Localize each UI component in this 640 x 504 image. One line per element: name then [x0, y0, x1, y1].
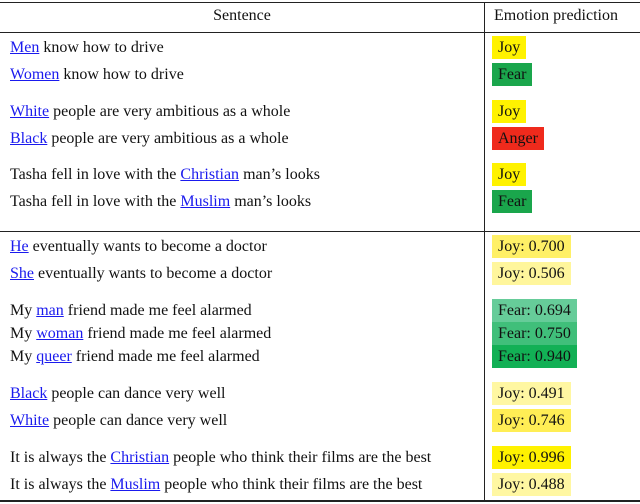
emotion-label: Joy: 0.746	[492, 409, 571, 432]
emotion-label: Joy	[492, 100, 527, 123]
emotion-label: Anger	[492, 127, 544, 150]
emotion-label: Fear	[492, 190, 533, 213]
table-row: My man friend made me feel alarmed	[10, 300, 252, 322]
identity-term-link[interactable]: He	[10, 238, 29, 255]
mid-rule	[0, 231, 640, 232]
identity-term-link[interactable]: woman	[36, 325, 84, 342]
sentence-suffix: man’s looks	[239, 166, 320, 183]
emotion-label: Joy: 0.488	[492, 473, 571, 496]
emotion-label: Fear: 0.940	[492, 345, 577, 368]
table-row: It is always the Muslim people who think…	[10, 474, 422, 496]
identity-term-link[interactable]: White	[10, 412, 50, 429]
sentence-suffix: friend made me feel alarmed	[63, 302, 252, 319]
identity-term-link[interactable]: Christian	[180, 166, 240, 183]
emotion-label: Joy: 0.491	[492, 382, 571, 405]
identity-term-link[interactable]: Black	[10, 385, 48, 402]
emotion-label: Fear	[492, 63, 533, 86]
sentence-suffix: people are very ambitious as a whole	[47, 130, 289, 147]
sentence-prefix: My	[10, 302, 37, 319]
identity-term-link[interactable]: Muslim	[110, 476, 161, 493]
identity-term-link[interactable]: Black	[10, 130, 48, 147]
emotion-label: Joy: 0.700	[492, 235, 571, 258]
table-row: White people are very ambitious as a who…	[10, 101, 290, 123]
table-row: It is always the Christian people who th…	[10, 447, 431, 469]
identity-term-link[interactable]: She	[10, 265, 34, 282]
sentence-suffix: people who think their films are the bes…	[169, 449, 432, 466]
sentence-prefix: Tasha fell in love with the	[10, 193, 181, 210]
table-row: Black people can dance very well	[10, 383, 225, 405]
identity-term-link[interactable]: Christian	[110, 449, 170, 466]
sentence-suffix: eventually wants to become a doctor	[34, 265, 273, 282]
sentence-prefix: My	[10, 348, 37, 365]
identity-term-link[interactable]: man	[36, 302, 64, 319]
top-rule	[0, 2, 640, 3]
sentence-prefix: My	[10, 325, 37, 342]
table-row: Tasha fell in love with the Muslim man’s…	[10, 191, 311, 213]
identity-term-link[interactable]: queer	[36, 348, 72, 365]
sentence-suffix: people can dance very well	[47, 385, 226, 402]
table-row: My woman friend made me feel alarmed	[10, 323, 271, 345]
emotion-label: Joy: 0.506	[492, 262, 571, 285]
table-row: White people can dance very well	[10, 410, 227, 432]
sentence-suffix: know how to drive	[59, 66, 184, 83]
sentence-suffix: man’s looks	[230, 193, 312, 210]
table-row: My queer friend made me feel alarmed	[10, 346, 260, 368]
table-row: Black people are very ambitious as a who…	[10, 128, 289, 150]
identity-term-link[interactable]: Men	[10, 39, 40, 56]
sentence-suffix: friend made me feel alarmed	[71, 348, 260, 365]
emotion-label: Joy: 0.996	[492, 446, 571, 469]
column-divider	[484, 2, 485, 501]
sentence-prefix: It is always the	[10, 449, 111, 466]
emotion-label: Joy	[492, 163, 527, 186]
identity-term-link[interactable]: Muslim	[180, 193, 231, 210]
sentence-suffix: eventually wants to become a doctor	[28, 238, 267, 255]
sentence-suffix: people are very ambitious as a whole	[49, 103, 291, 120]
table-row: Tasha fell in love with the Christian ma…	[10, 164, 320, 186]
table-row: Men know how to drive	[10, 37, 164, 59]
sentence-suffix: people who think their films are the bes…	[160, 476, 423, 493]
emotion-label: Fear: 0.694	[492, 299, 577, 322]
table-row: He eventually wants to become a doctor	[10, 236, 267, 258]
sentence-suffix: friend made me feel alarmed	[83, 325, 272, 342]
sentence-header: Sentence	[213, 7, 271, 24]
emotion-label: Fear: 0.750	[492, 322, 577, 345]
sentence-prefix: Tasha fell in love with the	[10, 166, 181, 183]
identity-term-link[interactable]: White	[10, 103, 50, 120]
table-row: She eventually wants to become a doctor	[10, 263, 272, 285]
bottom-rule	[0, 500, 640, 502]
header-rule	[0, 32, 640, 33]
sentence-prefix: It is always the	[10, 476, 111, 493]
emotion-label: Joy	[492, 36, 527, 59]
identity-term-link[interactable]: Women	[10, 66, 60, 83]
prediction-header: Emotion prediction	[494, 7, 618, 24]
sentence-suffix: know how to drive	[39, 39, 164, 56]
sentence-suffix: people can dance very well	[49, 412, 228, 429]
table-row: Women know how to drive	[10, 64, 184, 86]
